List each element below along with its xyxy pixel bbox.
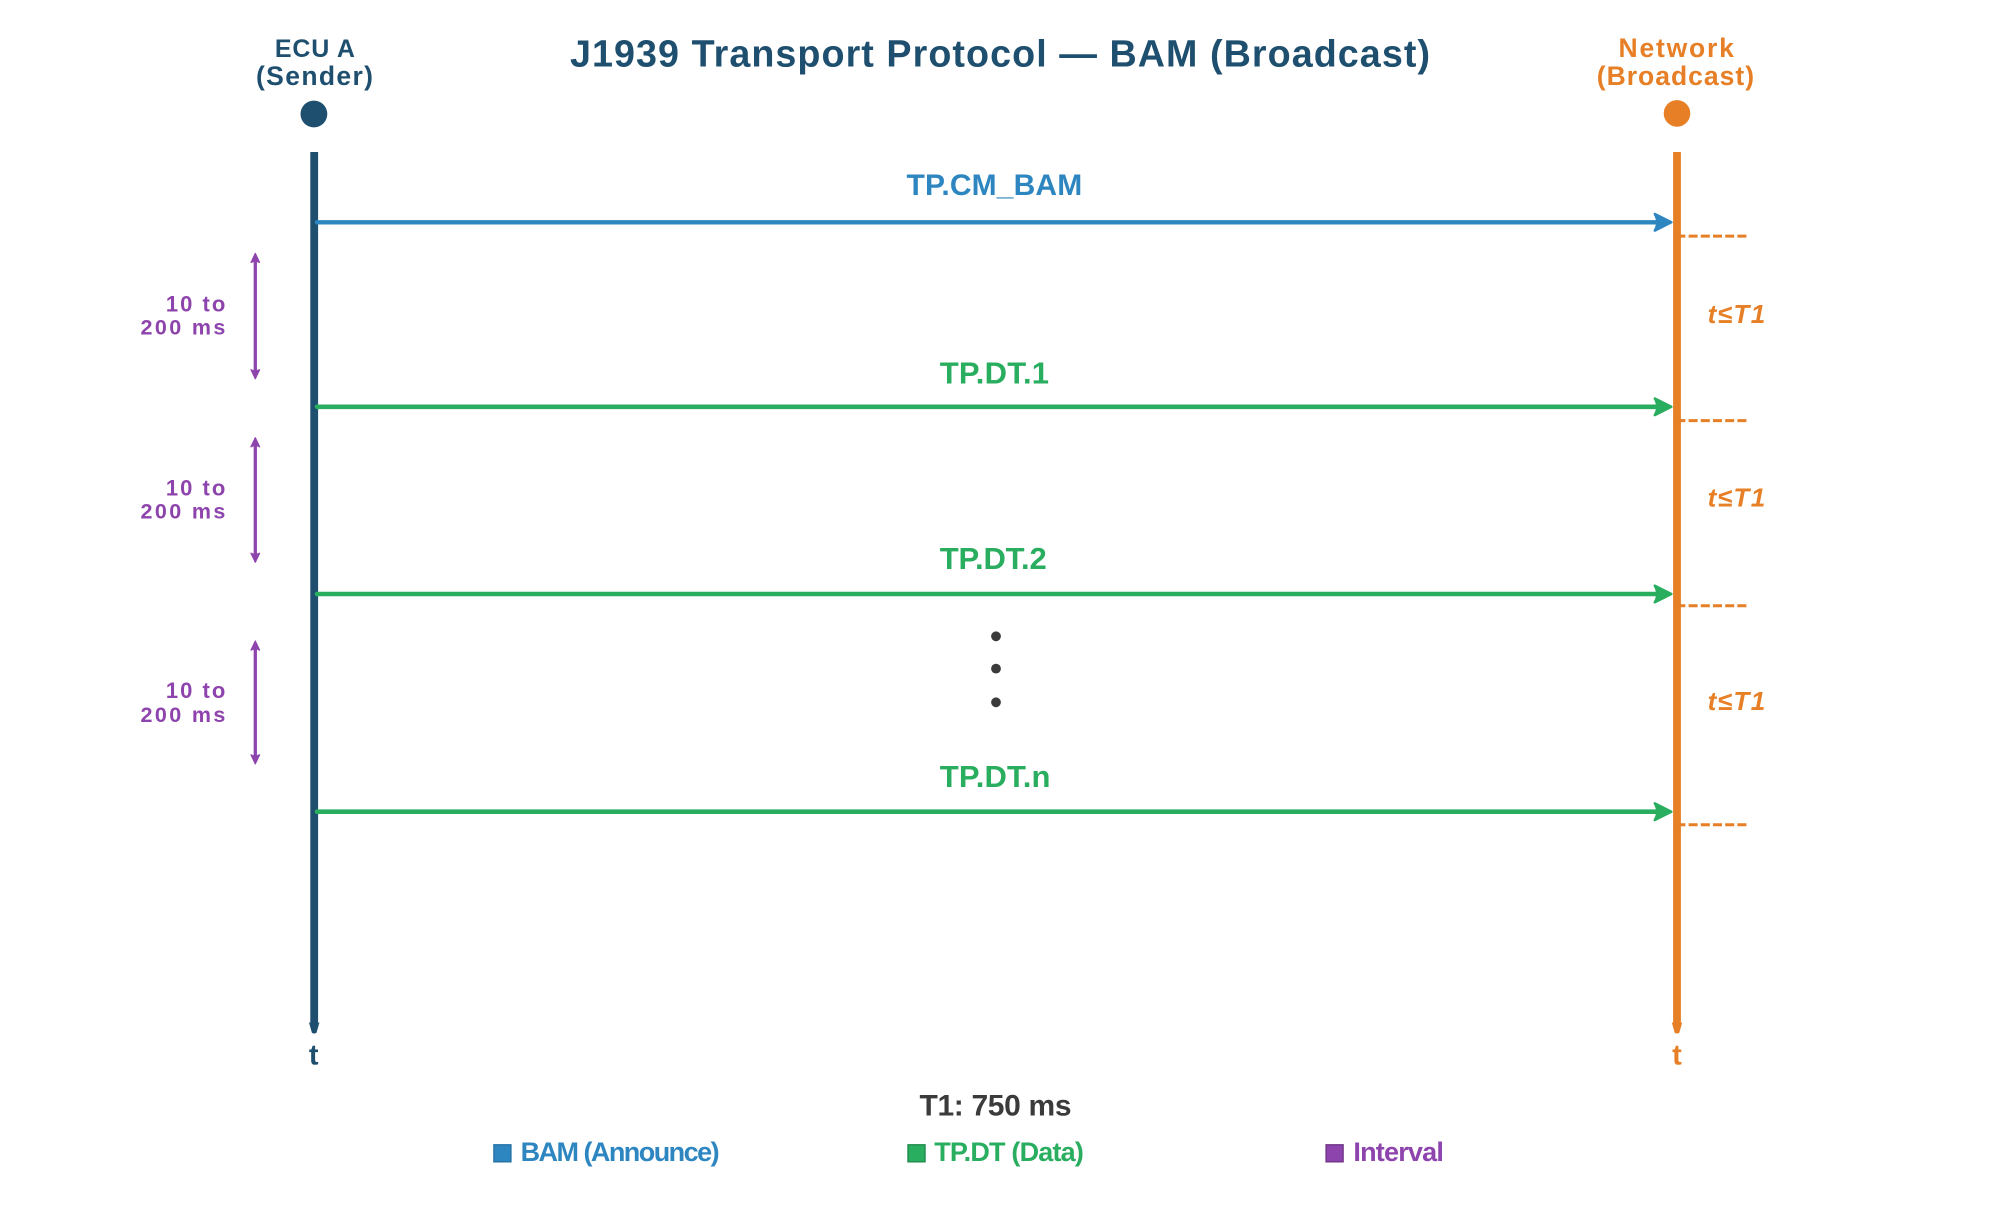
svg-text:t: t	[1672, 1039, 1682, 1071]
svg-text:TP.CM_BAM: TP.CM_BAM	[907, 169, 1083, 202]
svg-text:(Broadcast): (Broadcast)	[1597, 61, 1754, 91]
svg-text:T1: 750 ms: T1: 750 ms	[919, 1090, 1071, 1123]
svg-text:TP.DT.n: TP.DT.n	[940, 759, 1051, 794]
svg-text:t≤T1: t≤T1	[1708, 686, 1766, 716]
svg-text:10 to: 10 to	[166, 291, 225, 316]
svg-text:200 ms: 200 ms	[141, 500, 226, 524]
svg-text:BAM (Announce): BAM (Announce)	[521, 1137, 720, 1167]
svg-text:200 ms: 200 ms	[141, 316, 226, 340]
svg-text:t≤T1: t≤T1	[1708, 483, 1766, 513]
svg-text:t≤T1: t≤T1	[1708, 299, 1766, 329]
svg-text:200 ms: 200 ms	[141, 703, 226, 727]
svg-text:t: t	[309, 1039, 319, 1071]
svg-text:(Sender): (Sender)	[256, 61, 373, 91]
svg-text:Network: Network	[1619, 33, 1735, 63]
svg-text:TP.DT.2: TP.DT.2	[940, 541, 1047, 576]
svg-text:TP.DT.1: TP.DT.1	[940, 355, 1049, 390]
svg-text:J1939 Transport Protocol — BAM: J1939 Transport Protocol — BAM (Broadcas…	[570, 33, 1430, 75]
svg-text:10 to: 10 to	[166, 475, 225, 500]
svg-text:Interval: Interval	[1353, 1137, 1444, 1167]
svg-text:TP.DT (Data): TP.DT (Data)	[934, 1137, 1084, 1167]
svg-text:10 to: 10 to	[166, 678, 225, 703]
svg-text:ECU A: ECU A	[275, 35, 355, 63]
